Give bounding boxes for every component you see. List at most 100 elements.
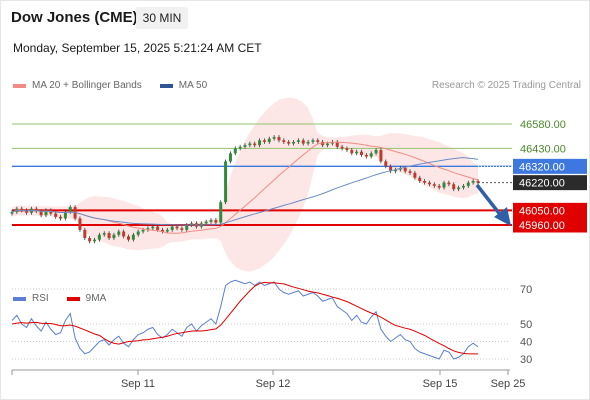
candle-body [141,229,145,232]
price-tag-bg-5 [513,217,587,233]
candle-body [117,231,121,235]
price-level-label-4: 46050.00 [519,205,565,217]
candle-body [393,169,397,172]
candle-body [233,148,237,154]
candle-body [44,210,48,216]
main-legend: MA 20 + Bollinger Bands MA 50 [13,80,207,91]
candle-body [248,143,252,146]
candle-body [219,202,223,223]
candle-body [413,172,417,178]
candle-body [340,146,344,149]
candle-body [165,229,169,232]
candle-body [442,182,446,188]
candle-body [427,182,431,185]
candle-body [122,231,126,237]
candle-body [384,161,388,167]
price-level-label-2: 46320.00 [519,161,565,173]
candle-body [423,181,427,183]
legend-9ma-label: 9MA [85,293,107,304]
candle-body [214,220,218,223]
candle-body [39,211,43,216]
candle-body [68,207,72,212]
candle-body [461,185,465,188]
candle-body [93,239,97,242]
research-credit: Research © 2025 Trading Central [431,80,581,91]
candle-body [471,181,475,183]
candle-body [131,234,135,240]
price-tag-bg-2 [513,158,587,174]
x-tick-label-2: Sep 15 [423,378,458,390]
candle-body [209,220,213,222]
legend-rsi-label: RSI [32,293,49,304]
price-tag-bg-4 [513,202,587,218]
candle-body [452,184,456,190]
candle-body [306,141,310,144]
candle-body [228,153,232,162]
timestamp: Monday, September 15, 2025 5:21:24 AM CE… [13,41,262,55]
candle-body [20,208,24,211]
ma50-swatch [159,83,173,88]
candle-body [243,145,247,147]
candle-body [25,210,29,213]
candle-body [262,140,266,142]
rsi-tick-label-3: 30 [520,354,532,366]
candle-body [272,137,276,139]
candle-body [350,150,354,154]
candle-body [136,231,140,235]
candle-body [258,140,262,146]
price-tag-bg-3 [513,175,587,191]
candle-body [374,150,378,154]
candle-body [403,167,407,172]
candle-body [379,150,383,162]
candle-body [364,154,368,157]
candle-body [408,171,412,173]
candle-body [238,146,242,149]
candle-body [355,151,359,154]
candle-body [457,187,461,190]
candle-body [224,161,228,203]
candle-body [175,226,179,229]
candle-body [204,221,208,224]
candle-body [316,140,320,142]
price-level-label-0: 46580.00 [520,119,566,131]
candle-body [10,211,14,214]
rsi-tick-label-2: 40 [520,337,532,349]
candle-body [360,151,363,155]
price-level-label-5: 45960.00 [519,220,565,232]
candle-body [345,148,349,151]
candle-body [447,182,451,185]
candle-body [267,138,271,142]
candle-body [185,225,189,230]
legend-ma50-label: MA 50 [178,80,208,91]
instrument-title: Dow Jones (CME) [11,9,138,26]
bollinger-band [12,97,478,272]
candle-body [83,229,87,239]
candle-body [54,213,58,217]
forecast-arrow-head [494,207,511,226]
candle-body [418,177,422,182]
x-tick-label-0: Sep 11 [121,378,155,390]
candle-body [59,216,63,219]
candle-body [112,234,116,239]
interval-selector[interactable]: 30 MIN [136,7,188,29]
forecast-arrow-shaft [475,183,504,219]
rsi-swatch [13,296,26,301]
rsi-tick-label-0: 70 [520,284,532,296]
candle-body [311,140,315,142]
candle-body [88,238,92,242]
x-tick-label-3: Sep 25 [491,378,526,390]
price-level-label-1: 46430.00 [520,143,566,155]
rsi-line [11,279,479,360]
candle-body [292,141,296,144]
rsi-legend: RSI 9MA [13,293,106,304]
candle-body [170,226,174,230]
candle-body [432,184,436,186]
legend-ma20-label: MA 20 + Bollinger Bands [32,80,142,91]
candle-body [190,223,194,225]
candle-body [437,185,441,188]
candle-body [326,143,330,146]
candle-body [369,153,373,157]
candle-body [34,208,38,212]
candle-body [127,236,130,240]
